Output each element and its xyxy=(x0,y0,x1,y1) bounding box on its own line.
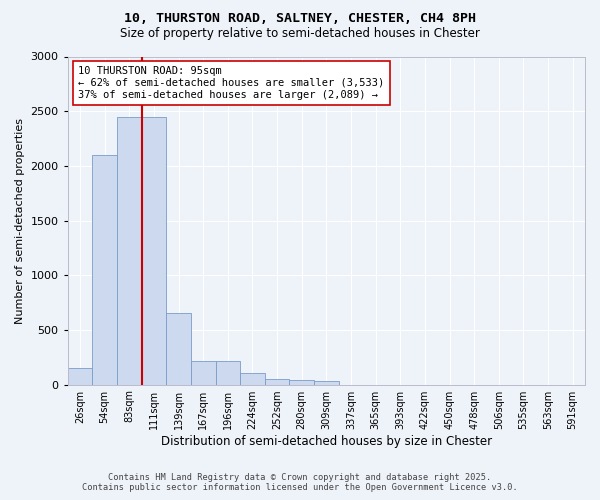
Bar xyxy=(142,116,166,384)
Bar xyxy=(68,368,92,384)
Bar xyxy=(191,360,215,384)
Text: 10, THURSTON ROAD, SALTNEY, CHESTER, CH4 8PH: 10, THURSTON ROAD, SALTNEY, CHESTER, CH4… xyxy=(124,12,476,26)
Bar xyxy=(265,379,289,384)
Bar xyxy=(314,381,338,384)
Bar xyxy=(92,155,117,384)
Text: Size of property relative to semi-detached houses in Chester: Size of property relative to semi-detach… xyxy=(120,28,480,40)
X-axis label: Distribution of semi-detached houses by size in Chester: Distribution of semi-detached houses by … xyxy=(161,434,492,448)
Bar xyxy=(117,116,142,384)
Bar xyxy=(166,314,191,384)
Bar xyxy=(240,372,265,384)
Text: 10 THURSTON ROAD: 95sqm
← 62% of semi-detached houses are smaller (3,533)
37% of: 10 THURSTON ROAD: 95sqm ← 62% of semi-de… xyxy=(78,66,385,100)
Bar xyxy=(215,360,240,384)
Bar xyxy=(289,380,314,384)
Text: Contains HM Land Registry data © Crown copyright and database right 2025.
Contai: Contains HM Land Registry data © Crown c… xyxy=(82,473,518,492)
Y-axis label: Number of semi-detached properties: Number of semi-detached properties xyxy=(15,118,25,324)
